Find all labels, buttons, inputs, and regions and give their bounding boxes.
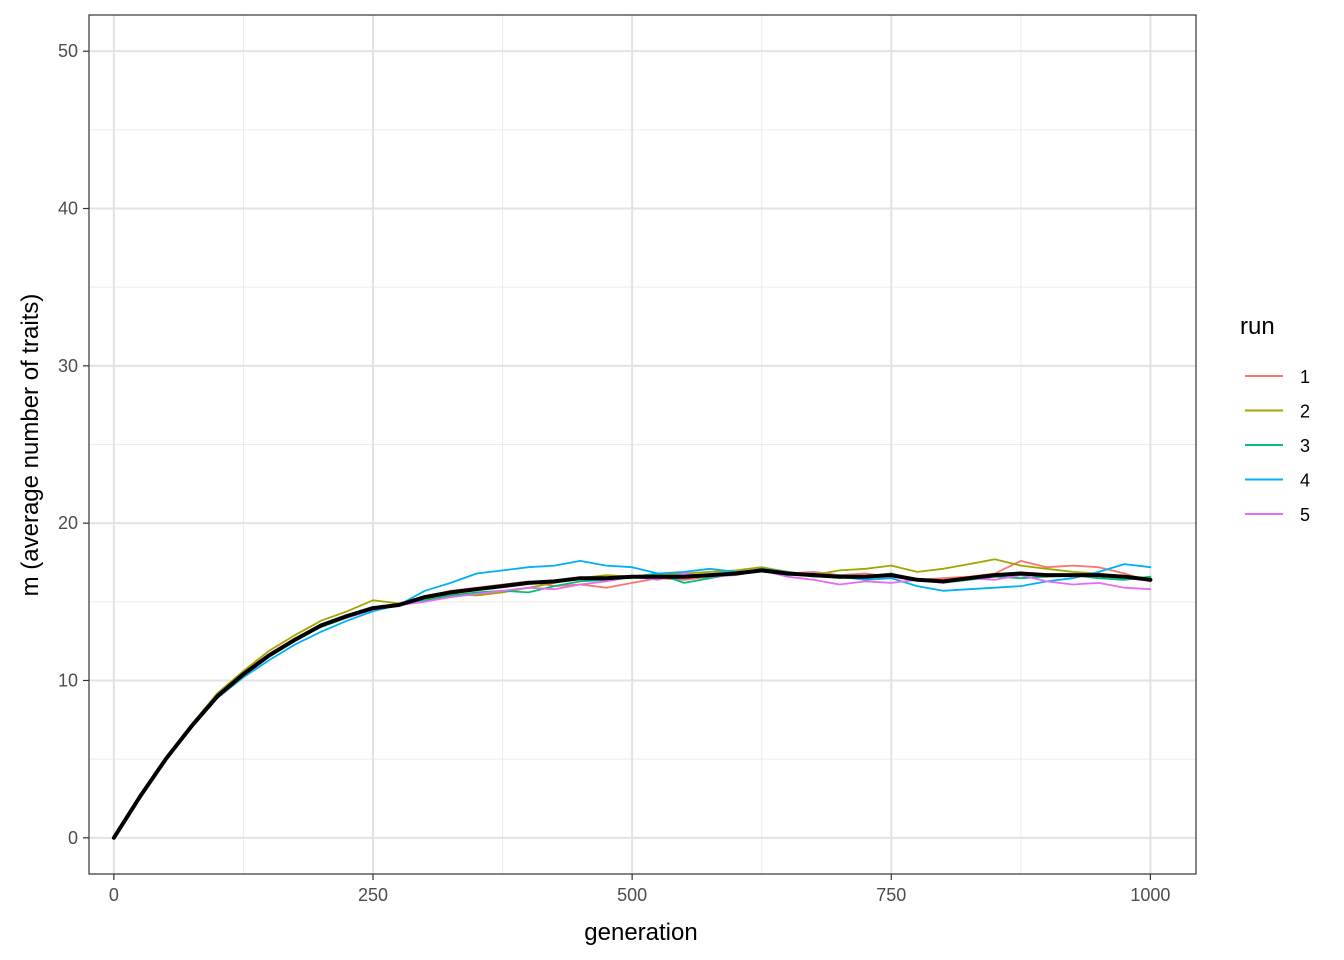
y-axis-title: m (average number of traits) (17, 294, 44, 597)
x-tick-label: 250 (358, 885, 388, 905)
x-tick-label: 750 (876, 885, 906, 905)
legend-label-1: 1 (1300, 367, 1310, 387)
series-line-run-4 (113, 560, 1152, 839)
y-axis-ticks: 0 10 20 30 40 50 (58, 41, 89, 848)
y-tick-label: 10 (58, 670, 78, 690)
x-tick-label: 1000 (1130, 885, 1170, 905)
y-tick-label: 50 (58, 41, 78, 61)
x-tick-label: 500 (617, 885, 647, 905)
y-tick-label: 0 (68, 828, 78, 848)
grid-minor (89, 15, 1196, 874)
legend-label-4: 4 (1300, 471, 1310, 491)
series-line-mean (111, 568, 1153, 840)
series-lines (111, 558, 1153, 840)
legend: run 1 2 3 4 5 (1240, 313, 1310, 525)
y-tick-label: 30 (58, 356, 78, 376)
legend-label-5: 5 (1300, 505, 1310, 525)
legend-title: run (1240, 313, 1275, 340)
legend-items: 1 2 3 4 5 (1245, 367, 1310, 525)
panel-border (88, 14, 1197, 875)
grid-major (89, 15, 1196, 874)
legend-label-3: 3 (1300, 436, 1310, 456)
y-tick-label: 40 (58, 199, 78, 219)
x-tick-label: 0 (109, 885, 119, 905)
x-axis-title: generation (584, 919, 697, 946)
legend-label-2: 2 (1300, 402, 1310, 422)
x-axis-ticks: 0 250 500 750 1000 (109, 874, 1170, 905)
y-tick-label: 20 (58, 513, 78, 533)
